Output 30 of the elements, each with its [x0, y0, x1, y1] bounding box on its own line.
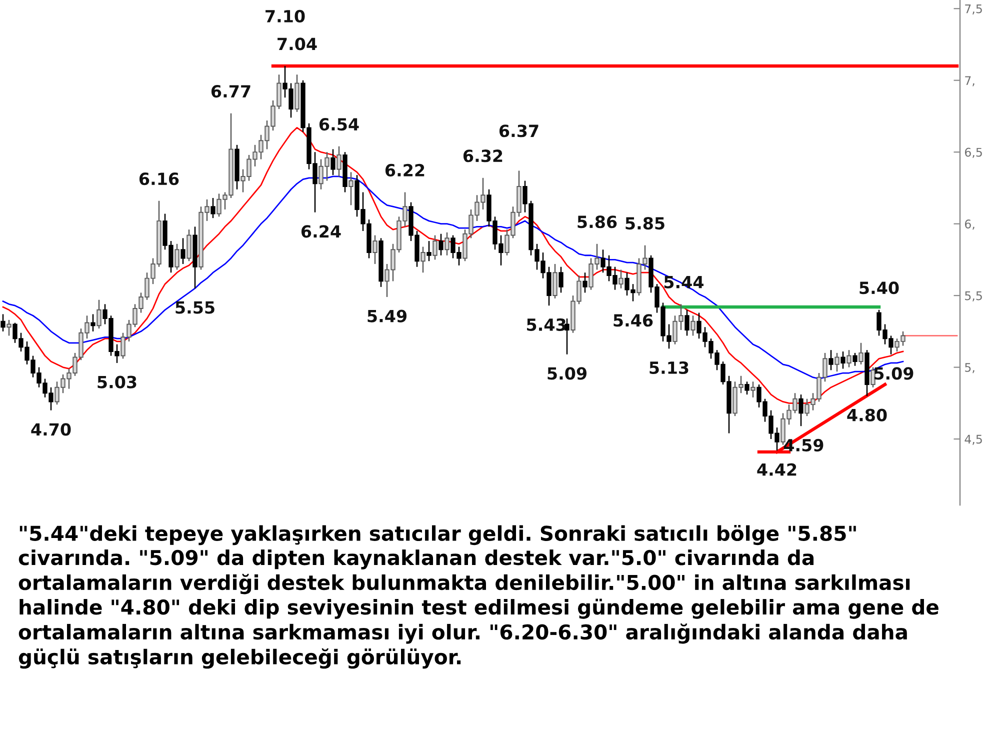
y-tick-label: 5,5 — [965, 291, 982, 302]
annotation: 6.77 — [211, 85, 250, 98]
annotation: 5.46 — [614, 314, 653, 327]
y-tick-label: 5, — [965, 363, 974, 374]
annotation: 7.10 — [266, 10, 305, 22]
annotation: 6.22 — [385, 164, 424, 177]
annotation: 6.16 — [139, 172, 179, 186]
annotation: 6.32 — [463, 150, 502, 162]
annotation: 6.54 — [319, 118, 359, 131]
y-tick-label: 7, — [965, 76, 974, 86]
annotation: 5.55 — [176, 301, 214, 314]
y-tick-label: 6,5 — [964, 148, 982, 158]
annotation: 5.40 — [860, 282, 899, 294]
annotation: 4.80 — [847, 408, 887, 422]
y-tick-label: 4,5 — [964, 434, 982, 445]
y-tick-label: 6, — [964, 220, 974, 230]
annotation: 5.86 — [578, 216, 617, 228]
text: "5.44"deki tepeye yaklaşırken satıcılar geldi. Sonraki satıcılı bölge "5.85" civarında. "5.09" da dipten kaynaklanan destek var."5.0" civarında da ortalamaların verdiği destek bulunmakta denilebilir."5.00" in altına sarkılması halinde "4.80" deki dip seviyesinin test edilmesi gündeme gelebilir ama gene de ortalamaların altına sarkmaması iyi olur. "6.20-6.30" aralığındaki alanda daha güçlü satışların gelebileceği görülüyor. — [18, 525, 938, 669]
annotation: 5.49 — [368, 310, 406, 322]
y-tick-label: 7,5 — [965, 4, 982, 14]
annotation: 5.09 — [548, 367, 586, 380]
annotation: 5.43 — [527, 318, 566, 331]
annotation: 5.03 — [98, 376, 136, 388]
annotation: 4.42 — [757, 463, 796, 476]
annotation: 5.85 — [626, 216, 664, 230]
annotation: 6.24 — [301, 225, 341, 238]
annotation: 6.37 — [499, 124, 538, 138]
annotation: 7.04 — [278, 38, 317, 50]
annotation: 5.13 — [650, 361, 688, 374]
annotation: 4.70 — [31, 423, 71, 436]
